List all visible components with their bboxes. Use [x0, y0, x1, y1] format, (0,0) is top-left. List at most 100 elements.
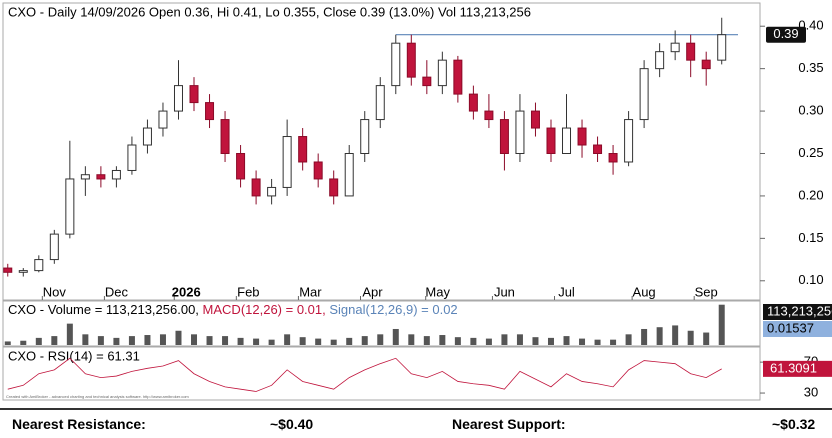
volume-bar: [563, 336, 570, 345]
candle-body: [313, 161, 323, 180]
candle-body: [236, 153, 246, 180]
x-tick-label: Dec: [105, 284, 129, 299]
volume-label: CXO - Volume = 113,213,256.00,: [8, 302, 199, 317]
candle-body: [468, 93, 478, 112]
chart: CXO - Daily 14/09/2026 Open 0.36, Hi 0.4…: [2, 2, 832, 401]
volume-bar: [4, 341, 11, 345]
signal-label: Signal(12,26,9) = 0.02: [329, 302, 457, 317]
volume-bar: [377, 334, 384, 345]
chart-title: CXO - Daily 14/09/2026 Open 0.36, Hi 0.4…: [8, 4, 531, 19]
volume-bar: [66, 323, 73, 345]
candle-body: [639, 68, 649, 121]
y-tick-label: 0.15: [798, 230, 823, 245]
x-tick-label: Jun: [494, 284, 515, 299]
candle-body: [484, 110, 494, 121]
volume-bar: [485, 338, 492, 345]
candle-body: [360, 119, 370, 154]
volume-bar: [144, 335, 151, 345]
candle-body: [422, 76, 432, 87]
macd-label: MACD(12,26) = 0.01,: [203, 302, 326, 317]
candle-body: [96, 174, 106, 180]
y-tick-label: 30: [804, 384, 818, 399]
macd-value-label: 0.01537: [767, 320, 814, 335]
candle-body: [3, 267, 13, 273]
candle-body: [298, 136, 308, 163]
volume-bar: [501, 334, 508, 345]
candle-body: [655, 51, 665, 70]
volume-bar: [206, 336, 213, 345]
x-tick-label: Sep: [695, 284, 718, 299]
x-tick-label: Feb: [237, 284, 259, 299]
candle-body: [18, 270, 28, 273]
volume-bar: [315, 338, 322, 345]
volume-bar: [703, 332, 710, 345]
candle-body: [453, 59, 463, 95]
candle-body: [717, 34, 727, 61]
candle-body: [34, 259, 44, 272]
volume-bar: [51, 336, 58, 345]
volume-bar: [454, 337, 461, 345]
rsi-box: [763, 360, 832, 377]
volume-bar: [346, 337, 353, 345]
candle-body: [546, 127, 556, 155]
x-tick-label: Nov: [43, 284, 67, 299]
candle-body: [624, 119, 634, 163]
resistance-value: ~$0.40: [270, 416, 314, 432]
candle-body: [329, 178, 339, 197]
candle-body: [173, 85, 183, 112]
volume-bar: [175, 330, 182, 345]
x-tick-label: 2026: [172, 284, 201, 299]
volume-bar: [159, 334, 166, 345]
candle-body: [670, 42, 680, 53]
volume-bar: [687, 330, 694, 345]
candle-body: [515, 110, 525, 154]
y-tick-label: 0.25: [798, 145, 823, 160]
volume-bar: [439, 335, 446, 345]
volume-bar: [408, 334, 415, 345]
support-label: Nearest Support:: [452, 416, 566, 432]
price-panel: [2, 2, 761, 301]
volume-bar: [672, 325, 679, 345]
volume-value-label: 113,213,256: [767, 303, 832, 318]
candle-body: [344, 153, 354, 197]
rsi-line: [7, 357, 722, 392]
x-tick-label: May: [425, 284, 450, 299]
volume-bar: [268, 339, 275, 345]
volume-bar: [253, 338, 260, 345]
candle-body: [391, 42, 401, 87]
candle-body: [142, 127, 152, 146]
support-value: ~$0.32: [772, 416, 816, 432]
candle-body: [267, 186, 277, 197]
credit: Created with AmiBroker - advanced charti…: [6, 394, 189, 399]
rsi-panel: [2, 346, 761, 401]
macd-box: [763, 321, 832, 337]
volume-bar: [594, 339, 601, 345]
last-price-box: [766, 26, 806, 43]
volume-bar: [128, 336, 135, 345]
resistance-label: Nearest Resistance:: [12, 416, 146, 432]
volume-bar: [610, 339, 617, 345]
volume-bar: [299, 337, 306, 345]
volume-bar: [35, 337, 42, 345]
y-tick-label: 0.35: [798, 60, 823, 75]
candle-body: [701, 59, 711, 70]
candle-body: [49, 233, 59, 261]
volume-bar: [222, 336, 229, 345]
x-tick-label: Aug: [633, 284, 656, 299]
candle-body: [375, 85, 385, 121]
candle-body: [686, 42, 696, 61]
volume-bar: [20, 340, 27, 345]
candle-body: [577, 127, 587, 146]
candle-body: [189, 85, 199, 104]
x-tick-label: Jul: [558, 284, 575, 299]
y-tick-label: 0.10: [798, 272, 823, 287]
volume-bar: [82, 334, 89, 345]
volume-bar: [579, 338, 586, 345]
volume-box: [763, 304, 832, 320]
x-tick-label: Mar: [299, 284, 322, 299]
candle-body: [220, 119, 230, 154]
volume-bar: [113, 337, 120, 345]
rsi-value-label: 61.3091: [770, 360, 817, 375]
candle-body: [282, 136, 292, 188]
